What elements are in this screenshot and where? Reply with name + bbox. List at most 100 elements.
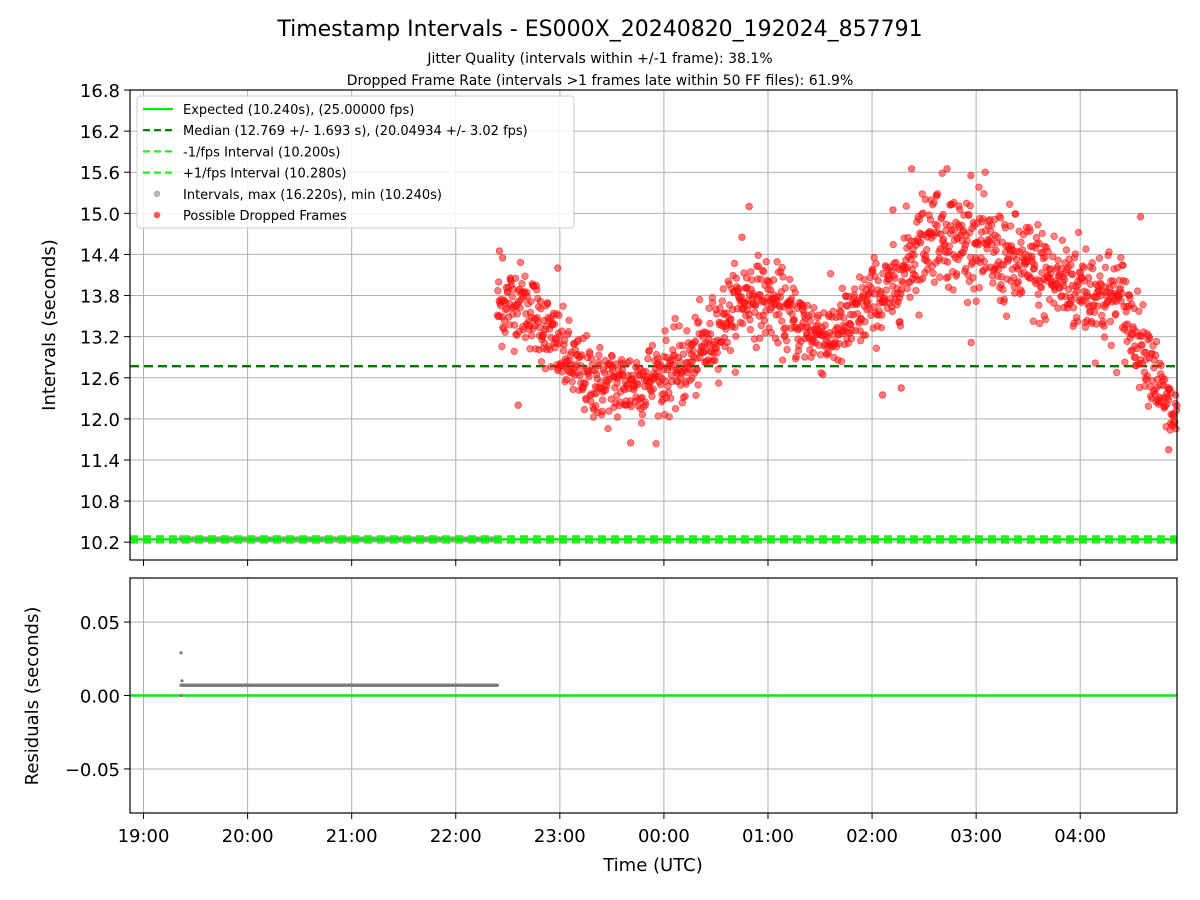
bottom-x-tick-label: 20:00 [222,826,274,847]
dropped-frame-point [938,169,946,177]
dropped-frame-point [906,293,914,301]
dropped-frame-point [518,280,526,288]
dropped-frame-point [936,273,944,281]
dropped-frame-point [537,358,546,366]
dropped-frame-point [714,379,723,387]
dropped-frame-point [1047,269,1055,278]
dropped-frame-point [683,327,691,335]
chart-title: Timestamp Intervals - ES000X_20240820_19… [276,17,922,42]
bottom-x-tick-label: 01:00 [742,826,794,847]
dropped-frame-point [1082,245,1090,253]
dropped-frame-point [676,358,684,366]
bottom-x-tick-label: 03:00 [950,826,1002,847]
dropped-frame-point [782,337,791,345]
dropped-frame-point [560,336,569,344]
dropped-frame-point [847,334,856,343]
dropped-frame-point [576,371,584,380]
dropped-frame-point [1135,307,1143,315]
dropped-frame-point [1090,308,1099,316]
dropped-frame-point [1049,299,1058,307]
dropped-frame-point [1015,261,1023,270]
dropped-frame-point [967,338,975,347]
dropped-frame-point [1073,287,1081,295]
dropped-frame-point [544,299,552,308]
residual-point [179,693,183,698]
dropped-frame-point [1034,290,1042,298]
x-axis-label: Time (UTC) [602,855,703,876]
dropped-frame-point [1117,254,1125,262]
dropped-frame-point [837,357,846,365]
dropped-frame-point [778,263,786,272]
dropped-frame-point [786,275,794,283]
top-y-tick-label: 11.4 [80,451,120,472]
dropped-frame-point [583,331,591,340]
dropped-frame-point [966,202,974,210]
dropped-frame-point [756,334,764,342]
dropped-frame-point [1143,372,1152,380]
dropped-frame-point [1093,302,1102,310]
bottom-y-tick-label: 0.05 [80,613,120,634]
dropped-frame-point [498,342,506,351]
dropped-frame-point [554,264,562,272]
dropped-frame-point [754,251,762,259]
dropped-frame-point [516,304,524,312]
dropped-frame-point [821,321,829,329]
dropped-frame-point [679,341,687,350]
dropped-frame-point [759,268,768,276]
dropped-frame-point [911,260,919,268]
dropped-frame-point [1106,317,1115,326]
legend-label: Expected (10.240s), (25.00000 fps) [183,103,414,118]
dropped-frame-point [867,284,876,292]
dropped-frame-point [1067,261,1075,269]
dropped-frame-point [778,317,786,325]
dropped-frame-point [694,381,702,389]
dropped-frame-point [514,401,522,409]
dropped-frame-point [1026,227,1034,235]
dropped-frame-point [641,401,650,409]
bottom-panel: −0.05 0.00 0.05 19:00 20:00 21:00 22:00 23:00 0… [22,577,1178,876]
dropped-frame-point [1049,253,1057,261]
dropped-frame-point [872,259,880,268]
dropped-frame-point [969,273,977,282]
dropped-frame-point [1050,232,1058,240]
top-y-axis-label: Intervals (seconds) [39,239,60,411]
dropped-frame-point [1152,337,1161,346]
dropped-frame-point [595,361,604,370]
dropped-frame-point [1034,301,1043,309]
dropped-frame-point [559,302,567,310]
dropped-frame-point [963,298,972,307]
dropped-frame-point [1164,446,1173,454]
dropped-frame-point [730,259,739,268]
dropped-frame-point [1000,295,1008,304]
dropped-frame-point [1069,304,1078,312]
bottom-x-tick-label: 04:00 [1054,826,1106,847]
dropped-frame-point [840,314,848,322]
dropped-frame-point [671,405,680,413]
dropped-frame-point [779,273,787,281]
dropped-frame-point [1035,319,1044,328]
dropped-frame-point [595,351,603,359]
dropped-frame-point [819,370,827,379]
dropped-frame-point [494,287,502,295]
dropped-frame-point [1107,341,1115,350]
residual-point [180,679,184,683]
dropped-frame-point [564,328,573,336]
top-panel: 10.2 10.8 11.4 12.0 12.6 13.2 13.8 14.4 15.0 15.6… [39,81,1181,566]
dropped-frame-point [523,292,531,301]
dropped-frame-point [854,298,862,306]
dropped-frame-point [856,336,865,345]
dropped-frame-point [807,310,816,318]
dropped-frame-point [989,279,997,287]
dropped-frame-point [1044,247,1052,256]
dropped-frame-point [692,391,700,400]
dropped-frame-point [1105,248,1113,256]
dropped-frame-point [709,299,717,307]
dropped-frame-point [555,311,563,319]
dropped-frame-point [829,307,837,315]
dropped-frame-point [929,269,937,277]
dropped-frame-point [731,368,740,376]
residual-point [179,651,183,655]
dropped-frame-point [675,322,683,330]
dropped-frame-point [1096,272,1104,280]
